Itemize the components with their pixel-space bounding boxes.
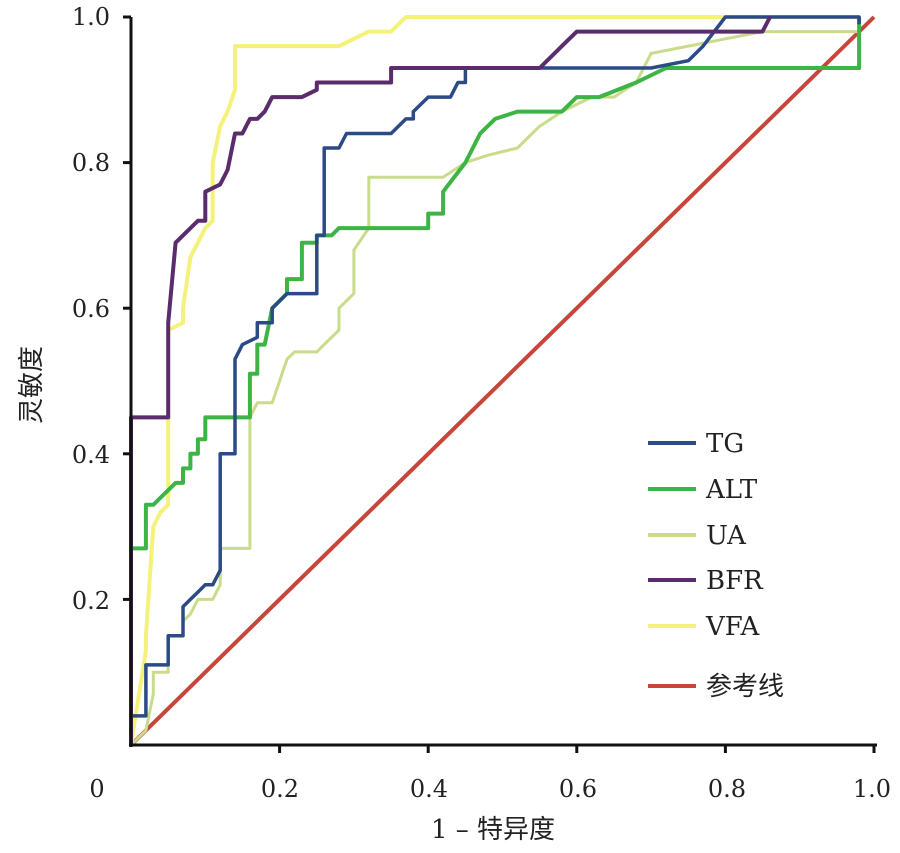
y-tick-label: 0.6 [72,295,110,323]
y-tick-label: 0.2 [72,587,110,615]
x-tick-label: 0 [89,775,104,803]
x-tick-label: 0.2 [261,775,299,803]
x-tick-label: 1.0 [853,775,891,803]
series-line-alt [129,17,862,745]
y-tick-label: 0.4 [72,441,110,469]
x-tick-label: 0.8 [708,775,746,803]
y-axis-title: 灵敏度 [17,346,47,424]
series-line-bfr [129,16,772,745]
series-layer [129,15,876,747]
x-tick-label: 0.4 [410,775,448,803]
legend-label-ua: UA [706,521,747,551]
x-axis-title: 1 – 特异度 [431,815,555,845]
y-tick-label: 1.0 [72,3,110,31]
legend-label-reference: 参考线 [706,672,784,702]
legend-label-vfa: VFA [705,612,761,642]
legend-label-alt: ALT [705,475,758,505]
series-line-reference [129,15,876,747]
series-line-tg [129,15,861,745]
y-tick-label: 0.8 [72,149,110,177]
legend-label-bfr: BFR [706,566,764,596]
legend: TG ALT UA BFR VFA 参考线 [648,429,784,702]
x-tick-label: 0.6 [559,775,597,803]
tick-marks [123,15,876,753]
legend-label-tg: TG [706,429,744,459]
